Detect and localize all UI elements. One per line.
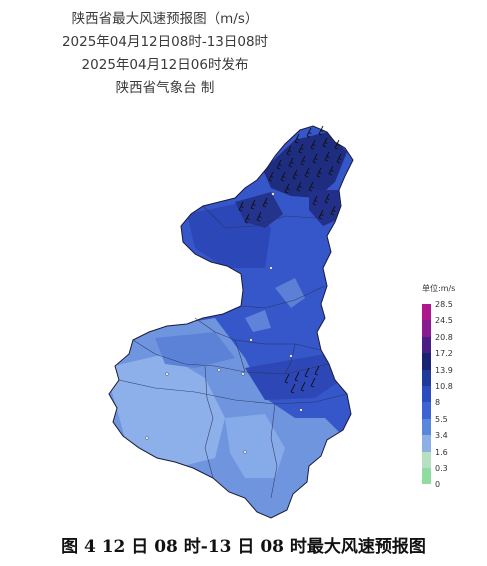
mid-wind-zone-center <box>155 332 235 368</box>
boundary-qinling <box>118 379 348 405</box>
lighter-wind-zone-southwest <box>109 354 225 468</box>
legend-swatch <box>422 385 431 403</box>
legend-swatch <box>422 402 431 419</box>
legend-label: 3.4 <box>435 431 448 441</box>
city-marker-shangluo <box>299 408 303 412</box>
city-marker-ankang <box>243 450 247 454</box>
legend-swatch <box>422 467 431 485</box>
legend-swatches <box>422 304 431 485</box>
legend-swatch <box>422 369 431 386</box>
figure-caption: 图 4 12 日 08 时-13 日 08 时最大风速预报图 <box>61 537 426 557</box>
legend-swatch <box>422 353 431 370</box>
city-boundaries <box>118 205 348 499</box>
city-marker-xianyang <box>217 368 221 372</box>
map-header: 陕西省最大风速预报图（m/s） 2025年04月12日08时-13日08时 20… <box>0 8 330 100</box>
strong-wind-band-east <box>245 354 341 400</box>
boundary-hanzhong-ankang <box>204 365 214 479</box>
valid-period: 2025年04月12日08时-13日08时 <box>61 34 269 50</box>
city-marker-yanan <box>269 266 273 270</box>
boundary-guanzhong-north <box>194 317 322 351</box>
city-marker-yulin <box>271 192 275 196</box>
legend-label: 5.5 <box>435 414 448 424</box>
city-marker-weinan <box>289 354 293 358</box>
legend-swatch <box>422 418 431 436</box>
wind-speed-legend: 单位:m/s 28.5 24.5 20.8 17.2 13.9 10.8 8 5.5 3.4 1.… <box>418 283 478 508</box>
city-marker-tongchuan <box>249 338 253 342</box>
legend-swatch <box>422 451 431 468</box>
strongest-wind-zone-north <box>263 132 347 198</box>
legend-swatch <box>422 320 431 337</box>
legend-swatch <box>422 304 431 321</box>
legend-label: 0.3 <box>435 464 448 473</box>
legend-label: 1.6 <box>435 447 448 457</box>
city-marker-xian <box>241 372 245 376</box>
legend-label: 10.8 <box>435 382 453 391</box>
boundary-guanzhong <box>132 339 330 375</box>
issuer: 陕西省气象台 制 <box>115 80 215 96</box>
legend-unit: 单位:m/s <box>422 284 456 293</box>
legend-label: 28.5 <box>435 300 453 309</box>
issue-time: 2025年04月12日06时发布 <box>81 57 249 73</box>
legend-label: 0 <box>435 480 441 490</box>
boundary-weinan <box>284 343 296 375</box>
province-boundary <box>108 125 354 519</box>
boundary-ankang-shangluo <box>270 403 278 499</box>
city-marker-baoji <box>165 372 169 376</box>
legend-swatch <box>422 336 431 354</box>
light-patch-2 <box>245 310 271 332</box>
wind-barbs <box>238 125 342 394</box>
boundary-xian-west <box>234 339 246 373</box>
city-marker-hanzhong <box>145 436 149 440</box>
boundary-yulin-yanan <box>202 205 340 229</box>
light-patch-1 <box>275 278 305 308</box>
city-markers <box>145 192 303 454</box>
shaanxi-wind-map <box>95 118 365 526</box>
light-wind-zone-south-center <box>225 414 285 478</box>
map-title: 陕西省最大风速预报图（m/s） <box>71 11 259 27</box>
province-map-svg <box>108 125 354 519</box>
legend-label: 24.5 <box>435 316 453 326</box>
wind-barb-group-east <box>284 365 320 394</box>
wind-barb-group-north <box>238 125 342 224</box>
legend-label: 13.9 <box>435 365 453 375</box>
legend-swatch <box>422 435 431 452</box>
legend-label: 8 <box>435 398 441 408</box>
legend-label: 17.2 <box>435 349 453 359</box>
legend-label: 20.8 <box>435 332 453 342</box>
boundary-yanan-south <box>240 285 326 309</box>
